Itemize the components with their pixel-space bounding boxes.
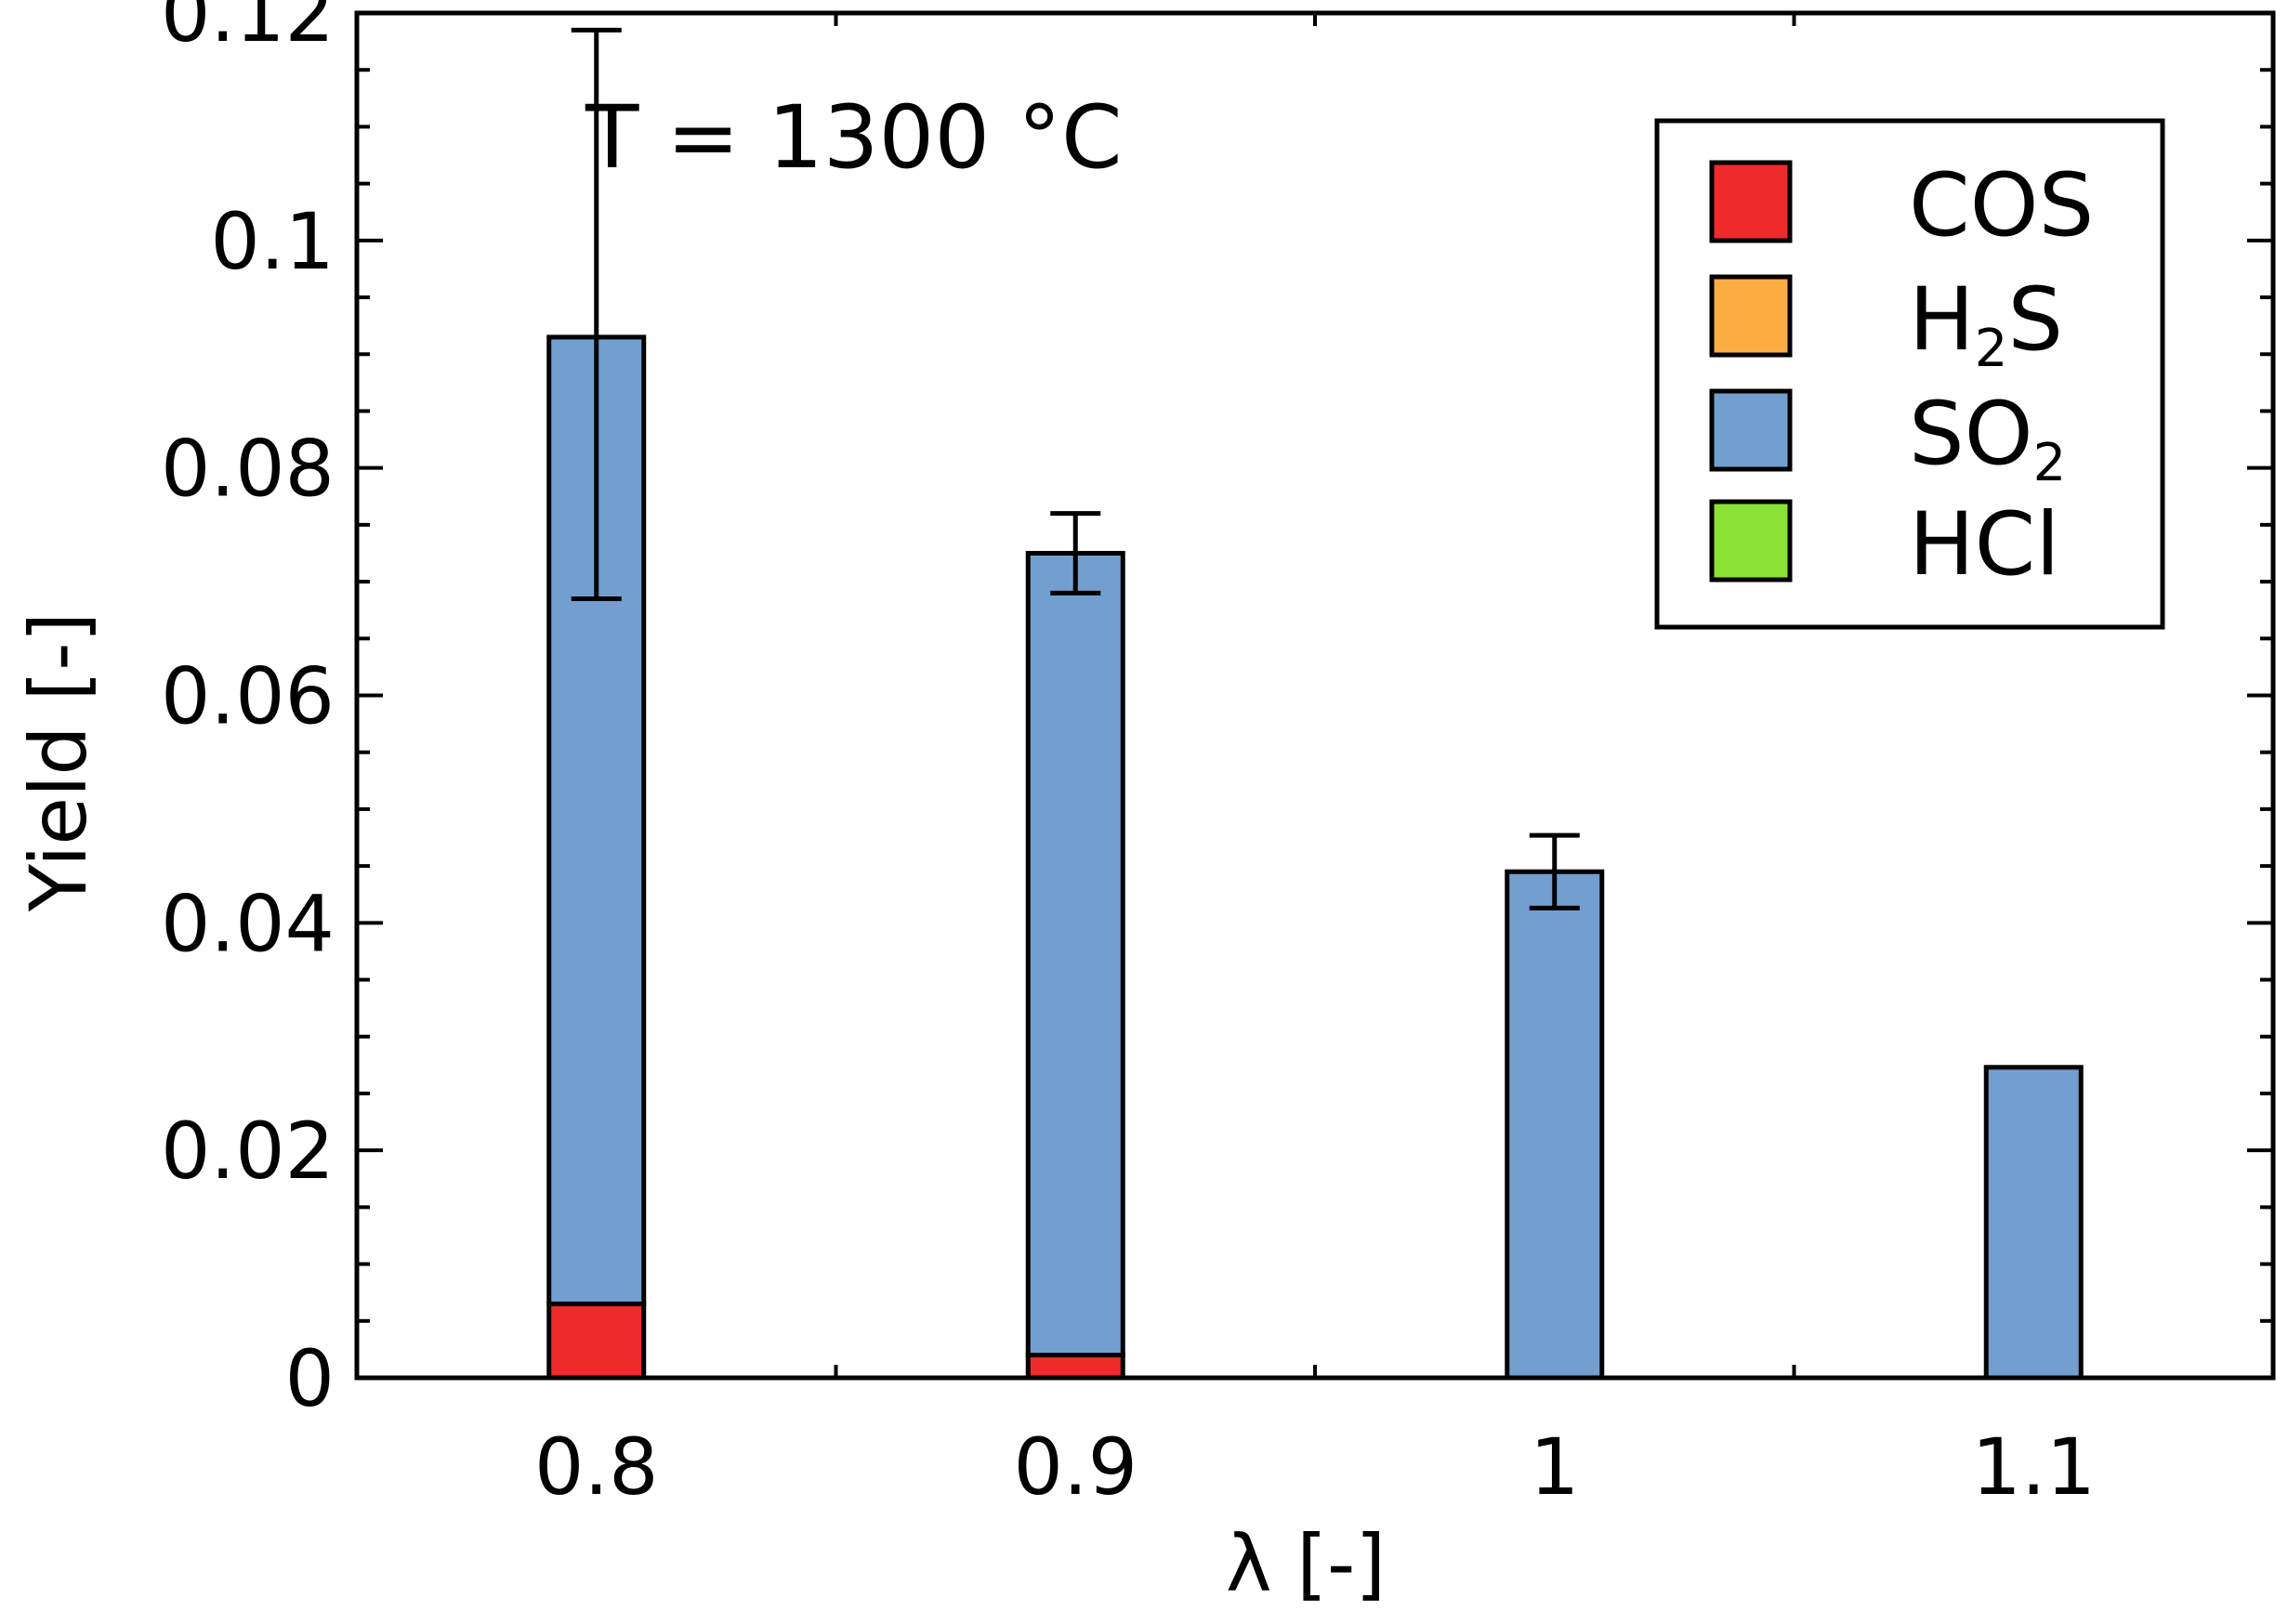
bar-so2-1 (1505, 869, 1605, 1381)
legend-swatch-so2 (1709, 388, 1793, 472)
x-tick-label: 0.8 (534, 1421, 659, 1513)
x-tick-label: 0.9 (1013, 1421, 1137, 1513)
legend-swatch-cos (1709, 160, 1793, 243)
bar-so2-0_9 (1025, 550, 1125, 1358)
y-tick-label: 0.12 (161, 0, 335, 59)
y-axis-title: Yield [-] (13, 612, 104, 913)
legend-label-so2: SO2 (1909, 384, 2066, 493)
y-tick-label: 0.04 (161, 878, 335, 969)
error-bar-0_9 (1050, 511, 1101, 596)
bar-cos-0_8 (546, 1301, 647, 1381)
axes: 0 0.02 0.04 0.06 0.08 0.1 0.12 0.8 0.9 1 1.1 (161, 0, 2276, 1513)
legend-item-so2: SO2 (1709, 384, 2066, 493)
x-tick-label: 1.1 (1971, 1421, 2096, 1513)
error-bars (571, 27, 1580, 910)
x-tick-label: 1 (1530, 1421, 1579, 1513)
y-tick-label: 0 (285, 1333, 335, 1424)
legend-swatch-hcl (1709, 499, 1793, 583)
annotation-temperature: T = 1300 °C (585, 87, 1123, 189)
error-bar-0_8 (571, 27, 622, 601)
legend-item-hcl: HCl (1709, 494, 2059, 596)
bar-so2-1_1 (1983, 1065, 2084, 1381)
error-bar-1 (1529, 832, 1580, 910)
x-axis-title: λ [-] (1226, 1518, 1386, 1609)
legend-item-h2s: H2S (1709, 269, 2063, 379)
y-tick-label: 0.08 (161, 424, 335, 515)
legend-label-hcl: HCl (1909, 494, 2059, 596)
legend-label-h2s: H2S (1909, 269, 2063, 379)
y-tick-label: 0.1 (210, 196, 335, 287)
bar-cos-0_9 (1025, 1353, 1125, 1381)
y-tick-label: 0.06 (161, 651, 335, 742)
legend-label-cos: COS (1909, 155, 2094, 256)
legend-item-cos: COS (1709, 155, 2094, 256)
y-tick-label: 0.02 (161, 1106, 335, 1197)
legend-swatch-h2s (1709, 274, 1793, 358)
